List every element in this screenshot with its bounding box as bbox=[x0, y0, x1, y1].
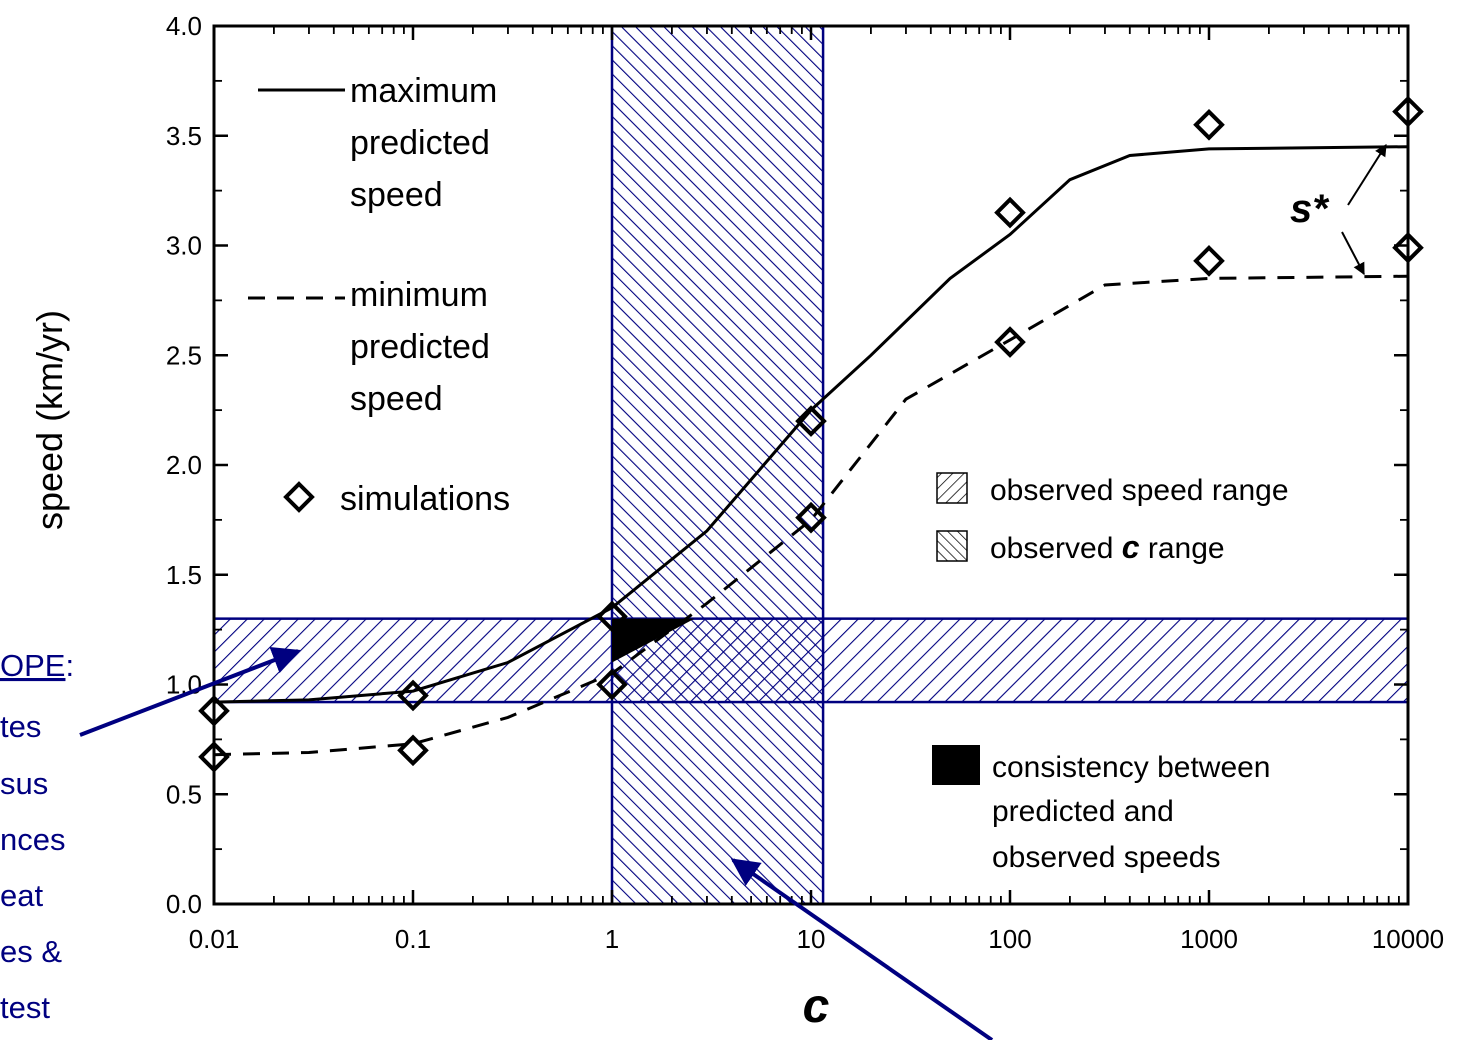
side-text-heading: OPE: bbox=[0, 648, 74, 683]
s-star-arrow-up bbox=[1347, 143, 1387, 206]
pointer-arrow-left bbox=[79, 646, 301, 737]
legend-left: maximum predicted speed minimum predicte… bbox=[248, 72, 510, 518]
y-tick-label: 2.0 bbox=[166, 450, 202, 480]
max-speed-curve bbox=[213, 145, 1409, 704]
simulation-point bbox=[596, 668, 628, 701]
s-star-label: s* bbox=[1290, 187, 1330, 231]
legend-consistency-label-2: predicted and bbox=[992, 795, 1174, 828]
legend-consistency-label-1: consistency between bbox=[992, 751, 1271, 784]
x-tick-label: 0.01 bbox=[189, 924, 240, 954]
observed-c-range-band bbox=[612, 26, 824, 904]
x-tick-label: 10 bbox=[797, 924, 826, 954]
legend-consistency-swatch bbox=[932, 745, 980, 785]
legend-consistency-label-3: observed speeds bbox=[992, 841, 1221, 874]
side-text-line-1: tes bbox=[0, 709, 41, 744]
x-tick-label: 10000 bbox=[1372, 924, 1444, 954]
x-tick-label: 0.1 bbox=[395, 924, 431, 954]
x-tick-label: 1 bbox=[605, 924, 619, 954]
simulation-point bbox=[795, 501, 827, 534]
legend-speed-range-label: observed speed range bbox=[990, 474, 1289, 507]
y-tick-label: 3.5 bbox=[166, 121, 202, 151]
y-tick-label: 1.5 bbox=[166, 560, 202, 590]
legend-right: observed speed range observed c range co… bbox=[932, 472, 1289, 874]
s-star-arrow-down bbox=[1341, 231, 1365, 276]
y-tick-label: 4.0 bbox=[166, 11, 202, 41]
legend-c-range-swatch bbox=[936, 530, 968, 562]
y-tick-label: 3.0 bbox=[166, 231, 202, 261]
simulation-point bbox=[994, 196, 1026, 229]
legend-min-label-1: minimum bbox=[350, 276, 488, 314]
simulation-point bbox=[397, 734, 429, 767]
y-axis-title: speed (km/yr) bbox=[29, 310, 70, 530]
y-tick-label: 0.5 bbox=[166, 779, 202, 809]
legend-min-label-2: predicted bbox=[350, 328, 490, 366]
y-tick-label: 2.5 bbox=[166, 340, 202, 370]
simulation-point bbox=[1193, 108, 1225, 141]
pointer-arrow-bottom bbox=[730, 858, 994, 1040]
legend-min-label-3: speed bbox=[350, 380, 443, 418]
simulation-point bbox=[397, 679, 429, 712]
x-tick-label: 1000 bbox=[1180, 924, 1238, 954]
legend-max-label-3: speed bbox=[350, 176, 443, 214]
side-text-line-5: es & bbox=[0, 934, 62, 969]
x-tick-label: 100 bbox=[988, 924, 1031, 954]
legend-speed-range-swatch bbox=[936, 472, 968, 504]
simulation-point bbox=[994, 326, 1026, 358]
s-star-annotation: s* bbox=[1290, 143, 1387, 276]
simulation-point bbox=[1193, 245, 1225, 277]
side-text-line-3: nces bbox=[0, 822, 65, 857]
legend-c-range-label: observed c range bbox=[990, 529, 1225, 565]
side-text-line-2: sus bbox=[0, 766, 48, 801]
x-axis-title: c bbox=[803, 980, 830, 1033]
side-text-line-4: eat bbox=[0, 878, 43, 913]
side-text-line-6: test bbox=[0, 990, 50, 1025]
legend-sim-label: simulations bbox=[340, 480, 510, 518]
simulation-point bbox=[596, 600, 628, 633]
consistency-region bbox=[612, 618, 695, 663]
legend-max-label-2: predicted bbox=[350, 124, 490, 162]
simulation-point bbox=[795, 405, 827, 437]
y-tick-label: 0.0 bbox=[166, 889, 202, 919]
legend-diamond-marker bbox=[283, 481, 315, 513]
min-speed-curve bbox=[213, 274, 1409, 757]
side-text: OPE: tes sus nces eat es & test bbox=[0, 648, 74, 1025]
legend-max-label-1: maximum bbox=[350, 72, 497, 110]
